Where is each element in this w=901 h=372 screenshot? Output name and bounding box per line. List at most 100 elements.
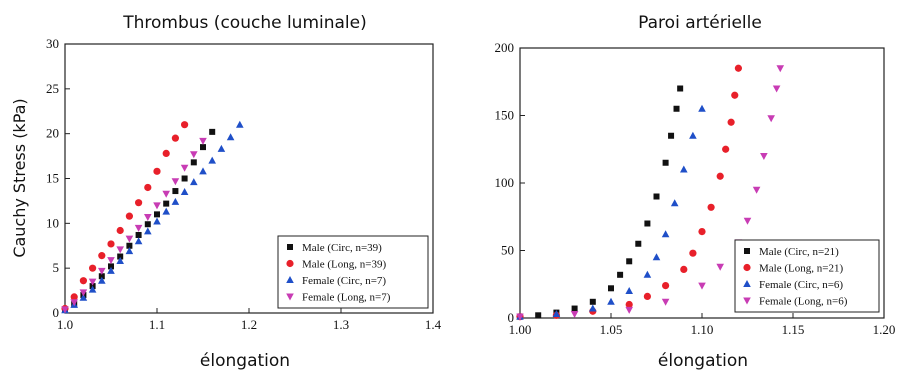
data-point: [98, 273, 105, 280]
paroi-panel: Paroi artérielle élongation 1.00 1.05 1.10…: [495, 13, 896, 371]
data-point: [190, 159, 197, 166]
data-point: [125, 235, 134, 243]
paroi-x-axis-label: élongation: [658, 351, 748, 371]
data-point: [107, 257, 115, 265]
paroi-y-tick-label: 0: [508, 310, 515, 325]
thrombus-y-tick-label: 30: [46, 36, 59, 51]
legend-label: Female (Circ, n=6): [759, 279, 843, 291]
legend-label: Female (Circ, n=7): [302, 275, 386, 287]
data-point: [144, 227, 152, 235]
data-point: [670, 199, 679, 207]
data-point: [716, 263, 724, 271]
data-point: [722, 145, 730, 153]
data-point: [772, 85, 781, 93]
data-point: [635, 240, 642, 247]
data-point: [116, 256, 124, 264]
data-point: [226, 133, 235, 141]
data-point: [516, 313, 524, 321]
data-point: [625, 287, 633, 294]
data-point: [125, 212, 133, 220]
legend-label: Female (Long, n=7): [302, 292, 391, 304]
paroi-legend: [734, 239, 880, 313]
data-point: [608, 285, 614, 292]
data-point: [680, 265, 688, 273]
data-point: [171, 197, 180, 205]
legend-marker: [286, 276, 294, 283]
thrombus-y-axis-label: Cauchy Stress (kPa): [10, 98, 29, 257]
data-point: [98, 276, 106, 284]
data-point: [125, 247, 134, 255]
thrombus-y-tick-label: 25: [46, 81, 59, 96]
thrombus-x-tick-label: 1.3: [333, 317, 349, 332]
thrombus-panel: Thrombus (couche luminale) Cauchy Stress…: [10, 13, 442, 371]
paroi-series-3: [516, 65, 785, 321]
legend-marker: [743, 263, 751, 272]
data-point: [190, 151, 198, 159]
data-point: [552, 309, 561, 317]
data-point: [662, 282, 670, 290]
data-point: [171, 178, 180, 186]
legend-marker: [743, 297, 751, 305]
data-point: [767, 115, 775, 123]
data-point: [208, 156, 216, 164]
paroi-x-tick-label: 1.20: [873, 322, 896, 337]
thrombus-series-1: [61, 121, 189, 313]
data-point: [153, 202, 161, 210]
data-point: [107, 240, 115, 248]
thrombus-y-tick-label: 10: [46, 215, 59, 230]
data-point: [707, 203, 715, 211]
data-point: [734, 64, 743, 72]
data-point: [716, 172, 724, 180]
data-point: [162, 190, 170, 198]
thrombus-y-tick-label: 15: [46, 171, 59, 186]
thrombus-x-tick-label: 1.4: [425, 317, 442, 332]
data-point: [79, 289, 88, 297]
data-point: [162, 149, 170, 157]
paroi-y-tick-label: 150: [495, 108, 515, 123]
thrombus-series-2: [61, 120, 244, 314]
data-point: [153, 167, 161, 175]
data-point: [731, 91, 739, 99]
legend-marker: [743, 280, 751, 287]
data-point: [643, 270, 652, 278]
data-point: [61, 306, 69, 314]
data-point: [652, 253, 661, 261]
data-point: [570, 310, 579, 318]
legend-marker: [287, 244, 293, 250]
legend-marker: [286, 293, 294, 301]
data-point: [661, 230, 670, 238]
data-point: [134, 224, 143, 232]
data-point: [535, 312, 542, 319]
data-point: [617, 271, 624, 278]
data-point: [116, 226, 124, 235]
data-point: [135, 231, 142, 238]
thrombus-series-3: [61, 137, 207, 314]
data-point: [144, 214, 152, 222]
data-point: [698, 282, 706, 290]
thrombus-series-0: [62, 128, 216, 313]
legend-label: Female (Long, n=6): [759, 296, 848, 308]
legend-label: Male (Long, n=21): [759, 263, 843, 275]
data-point: [673, 105, 680, 112]
data-point: [79, 293, 88, 301]
data-point: [625, 306, 633, 314]
legend-label: Male (Circ, n=39): [302, 242, 382, 254]
data-point: [689, 249, 697, 257]
data-point: [70, 293, 78, 301]
paroi-series-1: [516, 64, 743, 321]
data-point: [200, 144, 206, 151]
legend-label: Male (Long, n=39): [302, 259, 386, 271]
data-point: [698, 104, 706, 112]
data-point: [662, 159, 669, 166]
data-point: [79, 277, 87, 285]
data-point: [162, 207, 170, 215]
data-point: [117, 253, 124, 260]
legend-marker: [286, 259, 294, 268]
data-point: [116, 246, 124, 254]
legend-label: Male (Circ, n=21): [759, 246, 839, 258]
data-point: [236, 120, 244, 128]
thrombus-y-tick-label: 5: [53, 260, 60, 275]
data-point: [172, 188, 179, 195]
data-point: [181, 121, 189, 129]
